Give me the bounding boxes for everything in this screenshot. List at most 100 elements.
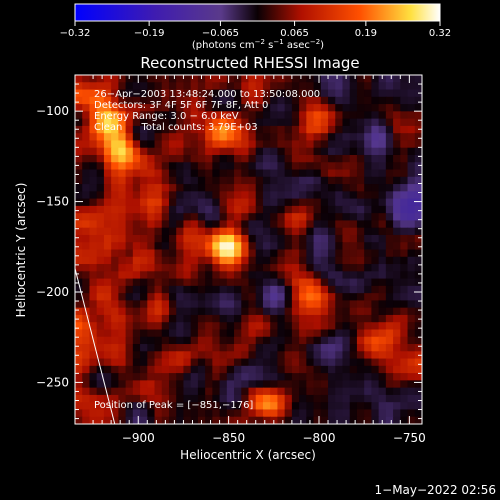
heatmap-cell xyxy=(103,227,112,236)
heatmap-cell xyxy=(349,387,358,396)
heatmap-cell xyxy=(284,140,293,149)
heatmap-cell xyxy=(125,125,134,134)
annotation-time-range: 26−Apr−2003 13:48:24.000 to 13:50:08.000 xyxy=(94,89,320,100)
heatmap-cell xyxy=(320,205,329,214)
heatmap-cell xyxy=(255,285,264,294)
heatmap-cell xyxy=(313,329,322,338)
heatmap-cell xyxy=(342,205,351,214)
heatmap-cell xyxy=(262,278,271,287)
heatmap-cell xyxy=(234,198,242,207)
heatmap-cell xyxy=(335,329,344,338)
heatmap-cell xyxy=(400,162,409,171)
heatmap-cell xyxy=(400,380,409,389)
heatmap-cell xyxy=(82,75,91,83)
heatmap-cell xyxy=(407,344,416,352)
heatmap-cell xyxy=(89,373,98,381)
heatmap-cell xyxy=(132,75,141,83)
heatmap-cell xyxy=(219,402,228,411)
heatmap-cell xyxy=(176,380,185,389)
heatmap-cell xyxy=(154,271,163,280)
heatmap-cell xyxy=(342,278,351,287)
heatmap-cell xyxy=(262,285,271,294)
heatmap-cell xyxy=(320,380,329,389)
heatmap-cell xyxy=(103,285,112,294)
heatmap-cell xyxy=(313,104,322,112)
heatmap-cell xyxy=(226,154,235,163)
heatmap-cell xyxy=(190,242,199,251)
heatmap-cell xyxy=(103,264,112,272)
heatmap-cell xyxy=(96,96,105,105)
heatmap-cell xyxy=(342,162,351,171)
heatmap-cell xyxy=(270,162,279,171)
heatmap-cell xyxy=(356,373,365,381)
heatmap-cell xyxy=(161,322,170,331)
heatmap-cell xyxy=(255,387,264,396)
heatmap-cell xyxy=(277,387,286,396)
heatmap-cell xyxy=(111,154,119,163)
heatmap-cell xyxy=(356,220,365,229)
heatmap-cell xyxy=(197,358,206,367)
heatmap-cell xyxy=(140,104,148,112)
heatmap-cell xyxy=(248,365,257,374)
heatmap-cell xyxy=(212,82,221,91)
heatmap-cell xyxy=(306,147,315,156)
heatmap-cell xyxy=(349,234,358,243)
heatmap-cell xyxy=(313,220,322,229)
heatmap-cell xyxy=(82,140,91,149)
heatmap-cell xyxy=(96,140,105,149)
heatmap-cell xyxy=(212,213,221,222)
heatmap-cell xyxy=(284,278,293,287)
heatmap-cell xyxy=(270,264,279,272)
heatmap-cell xyxy=(400,154,409,163)
heatmap-cell xyxy=(176,300,185,309)
heatmap-cell xyxy=(168,322,177,331)
heatmap-cell xyxy=(82,336,91,345)
heatmap-cell xyxy=(255,307,264,316)
heatmap-cell xyxy=(356,329,365,338)
heatmap-cell xyxy=(132,278,141,287)
heatmap-cell xyxy=(183,365,192,374)
heatmap-cell xyxy=(400,205,409,214)
heatmap-cell xyxy=(364,205,372,214)
heatmap-cell xyxy=(364,75,372,83)
heatmap-cell xyxy=(219,147,228,156)
heatmap-cell xyxy=(212,234,221,243)
heatmap-cell xyxy=(111,147,119,156)
heatmap-cell xyxy=(262,307,271,316)
heatmap-cell xyxy=(197,111,206,120)
heatmap-cell xyxy=(168,89,177,98)
heatmap-cell xyxy=(140,285,148,294)
heatmap-cell xyxy=(190,278,199,287)
heatmap-cell xyxy=(154,96,163,105)
heatmap-cell xyxy=(234,140,242,149)
heatmap-cell xyxy=(342,118,351,127)
heatmap-cell xyxy=(132,314,141,323)
heatmap-cell xyxy=(125,147,134,156)
heatmap-cell xyxy=(262,154,271,163)
heatmap-cell xyxy=(132,125,141,134)
heatmap-cell xyxy=(328,82,336,91)
heatmap-cell xyxy=(328,380,336,389)
heatmap-cell xyxy=(284,293,293,301)
heatmap-cell xyxy=(378,154,387,163)
heatmap-cell xyxy=(183,344,192,352)
heatmap-cell xyxy=(197,300,206,309)
heatmap-cell xyxy=(328,184,336,192)
heatmap-cell xyxy=(197,140,206,149)
heatmap-cell xyxy=(154,300,163,309)
heatmap-cell xyxy=(378,285,387,294)
heatmap-cell xyxy=(371,322,380,331)
heatmap-cell xyxy=(335,111,344,120)
heatmap-cell xyxy=(75,169,83,178)
heatmap-cell xyxy=(400,89,409,98)
heatmap-cell xyxy=(313,118,322,127)
heatmap-cell xyxy=(132,322,141,331)
heatmap-cell xyxy=(320,336,329,345)
heatmap-cell xyxy=(335,416,344,424)
heatmap-cell xyxy=(82,373,91,381)
heatmap-cell xyxy=(284,75,293,83)
heatmap-cell xyxy=(118,307,127,316)
heatmap-cell xyxy=(400,351,409,360)
heatmap-cell xyxy=(291,278,300,287)
heatmap-cell xyxy=(96,242,105,251)
